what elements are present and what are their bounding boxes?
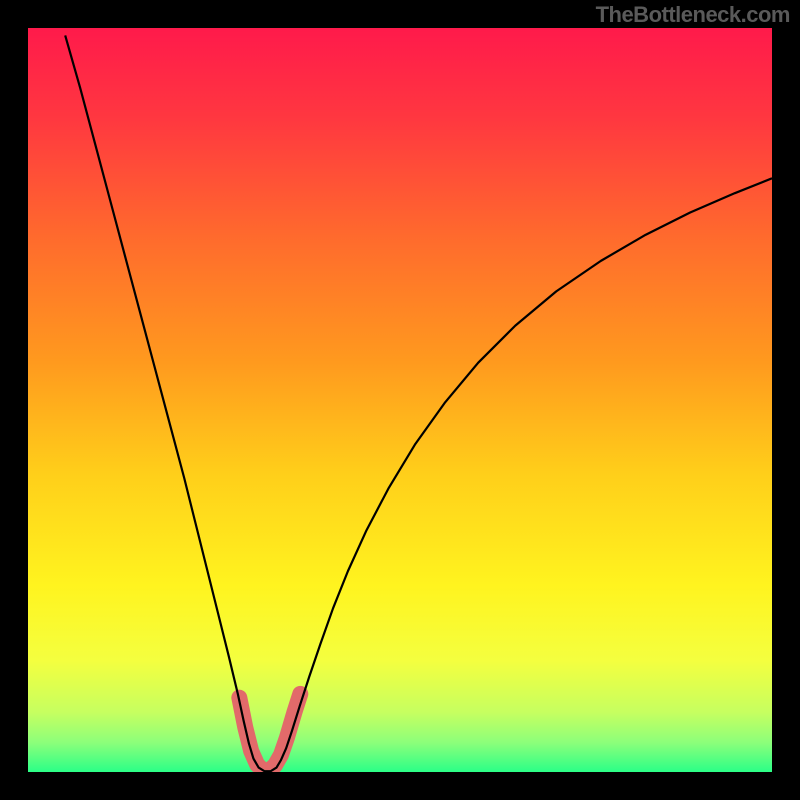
chart-frame: TheBottleneck.com [0,0,800,800]
gradient-background [28,28,772,772]
watermark-text: TheBottleneck.com [596,2,790,28]
plot-area [28,28,772,772]
chart-svg [28,28,772,772]
